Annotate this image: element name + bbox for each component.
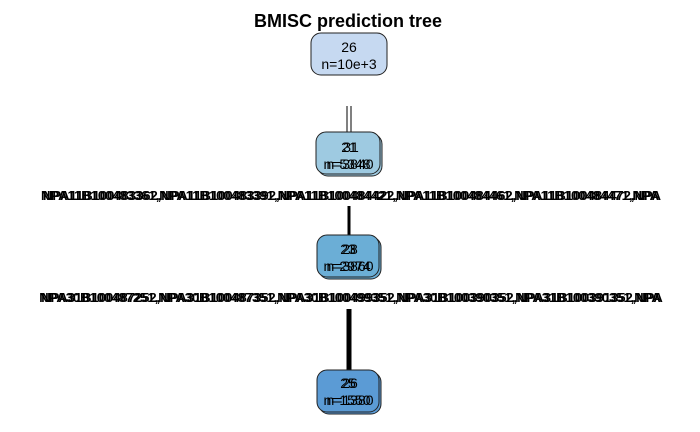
node-count: n=3860 xyxy=(326,258,373,274)
node-value: 23 xyxy=(340,241,356,257)
diagram-title: BMISC prediction tree xyxy=(254,11,442,31)
split-label-row-2: NPA30B100487251,NPA30B100487351,NPA30B10… xyxy=(39,290,663,305)
node-value: 26 xyxy=(342,375,358,391)
split-label: NPA11B100483362,NPA11B100483392,NPA11B10… xyxy=(43,188,662,203)
tree-node-level1: 21 31 n=5348 n=3840 xyxy=(315,131,383,177)
tree-node-level2: 23 28 n=2974 n=3860 xyxy=(316,234,382,280)
node-count: n=2974 xyxy=(323,258,370,274)
node-value: 25 xyxy=(340,375,356,391)
tree-node-level3: 25 26 n=1550 n=1380 xyxy=(316,369,382,415)
split-label: NPA31B100487252,NPA31B100487352,NPA31B10… xyxy=(41,290,663,305)
node-count: n=1550 xyxy=(323,392,370,408)
node-count: n=1380 xyxy=(326,392,373,408)
split-label: NPA30B100487251,NPA30B100487351,NPA30B10… xyxy=(39,290,661,305)
node-value: 21 xyxy=(341,139,357,155)
node-value: 28 xyxy=(342,241,358,257)
split-label: NPA11B100483361,NPA11B100483391,NPA11B10… xyxy=(41,188,660,203)
tree-edges xyxy=(346,106,352,371)
node-box xyxy=(310,32,388,76)
node-count: n=3840 xyxy=(326,156,373,172)
node-count: n=10e+3 xyxy=(321,56,376,72)
node-box xyxy=(315,131,381,175)
node-value: 26 xyxy=(341,39,357,55)
node-value: 31 xyxy=(343,139,359,155)
node-box xyxy=(316,369,380,413)
tree-node-root: 26 n=10e+3 xyxy=(310,32,388,76)
node-box xyxy=(316,234,380,278)
node-count: n=5348 xyxy=(323,156,370,172)
split-label-row-1: NPA11B100483361,NPA11B100483391,NPA11B10… xyxy=(41,188,662,203)
